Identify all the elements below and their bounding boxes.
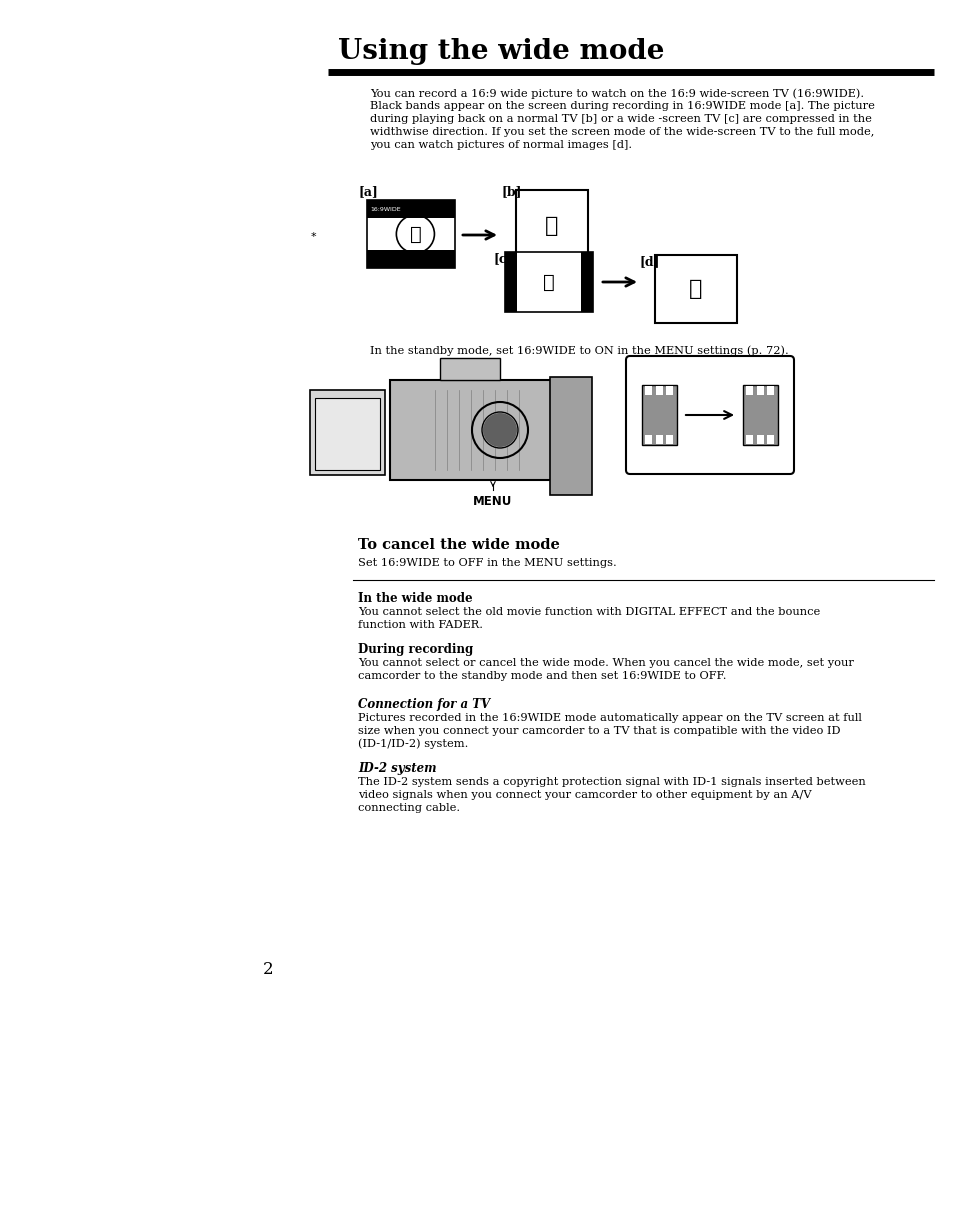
Text: *: * — [310, 232, 315, 242]
Bar — [767, 435, 774, 445]
Text: ID-2 system: ID-2 system — [357, 763, 436, 775]
Bar — [745, 435, 753, 445]
Text: Connection for a TV: Connection for a TV — [357, 698, 490, 711]
Bar — [641, 386, 677, 445]
Text: You can record a 16:9 wide picture to watch on the 16:9 wide-screen TV (16:9WIDE: You can record a 16:9 wide picture to wa… — [370, 88, 874, 150]
Text: ⚽: ⚽ — [409, 225, 421, 243]
Text: Using the wide mode: Using the wide mode — [337, 38, 664, 65]
Text: [a]: [a] — [358, 185, 378, 198]
Text: MENU: MENU — [473, 495, 512, 508]
Bar — [314, 398, 379, 470]
Bar — [367, 200, 455, 268]
Bar — [666, 386, 673, 395]
Bar — [757, 386, 763, 395]
Text: You cannot select the old movie function with DIGITAL EFFECT and the bounce
func: You cannot select the old movie function… — [357, 607, 820, 630]
Bar — [367, 219, 455, 249]
Bar — [656, 386, 662, 395]
Bar — [757, 435, 763, 445]
Bar — [666, 435, 673, 445]
Text: [d]: [d] — [639, 255, 659, 268]
Bar — [504, 252, 593, 312]
Text: The ID-2 system sends a copyright protection signal with ID-1 signals inserted b: The ID-2 system sends a copyright protec… — [357, 777, 864, 813]
Text: Pictures recorded in the 16:9WIDE mode automatically appear on the TV screen at : Pictures recorded in the 16:9WIDE mode a… — [357, 713, 861, 749]
Bar — [310, 391, 385, 475]
Text: [c]: [c] — [494, 252, 513, 265]
Text: 2: 2 — [262, 962, 273, 979]
Text: In the standby mode, set 16:9WIDE to ON in the MENU settings (p. 72).: In the standby mode, set 16:9WIDE to ON … — [370, 345, 788, 356]
FancyBboxPatch shape — [625, 356, 793, 474]
Bar — [390, 379, 589, 480]
Text: ⚽: ⚽ — [545, 216, 558, 236]
Text: Set 16:9WIDE to OFF in the MENU settings.: Set 16:9WIDE to OFF in the MENU settings… — [357, 558, 616, 569]
Text: During recording: During recording — [357, 643, 473, 656]
Bar — [656, 435, 662, 445]
Text: 16:9WIDE: 16:9WIDE — [370, 206, 400, 211]
Bar — [517, 252, 580, 312]
Bar — [655, 255, 737, 323]
Bar — [516, 190, 587, 262]
Bar — [745, 386, 753, 395]
Text: ⚽: ⚽ — [689, 279, 702, 298]
Bar — [367, 200, 455, 268]
Text: In the wide mode: In the wide mode — [357, 592, 472, 605]
Text: You cannot select or cancel the wide mode. When you cancel the wide mode, set yo: You cannot select or cancel the wide mod… — [357, 658, 853, 680]
Bar — [742, 386, 778, 445]
Text: [b]: [b] — [501, 185, 522, 198]
Text: To cancel the wide mode: To cancel the wide mode — [357, 538, 559, 553]
Bar — [767, 386, 774, 395]
Bar — [504, 252, 593, 312]
Bar — [550, 377, 592, 495]
Bar — [645, 435, 652, 445]
Text: ⚽: ⚽ — [542, 273, 555, 291]
Bar — [439, 359, 499, 379]
Bar — [645, 386, 652, 395]
Circle shape — [482, 413, 517, 447]
